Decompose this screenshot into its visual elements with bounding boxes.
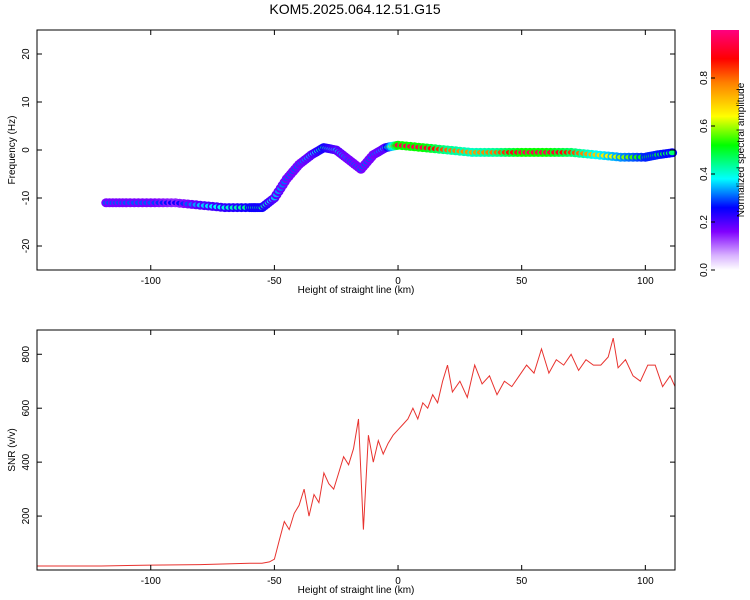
spectrogram-y-label: Frequency (Hz) [7,116,18,185]
colorbar-gradient [711,30,739,270]
y-tick-label: 10 [21,96,32,108]
ridge-point [668,150,676,156]
x-tick-label: 50 [516,576,528,587]
x-tick-label: -100 [141,276,161,287]
spectrogram-y-ticks: -20 -10 0 10 20 [21,48,675,253]
colorbar-tick-label: 0.6 [699,119,710,133]
spectrogram-x-label: Height of straight line (km) [298,285,415,296]
snr-y-ticks: 200 400 600 800 [21,345,675,524]
colorbar-tick-label: 0.2 [699,215,710,229]
colorbar: 0.0 0.2 0.4 0.6 0.8 Normalized spectral ampl… [699,30,747,277]
y-tick-label: 400 [21,453,32,470]
x-tick-label: 50 [516,276,528,287]
colorbar-tick-label: 0.0 [699,263,710,277]
x-tick-label: -50 [267,576,282,587]
colorbar-tick-label: 0.4 [699,167,710,181]
colorbar-label: Normalized spectral amplitude [736,82,747,217]
y-tick-label: 600 [21,399,32,416]
x-tick-label: -100 [141,576,161,587]
colorbar-tick-label: 0.8 [699,71,710,85]
x-tick-label: 0 [395,276,401,287]
y-tick-label: 800 [21,345,32,362]
y-tick-label: 0 [21,147,32,153]
spectrogram-marks [101,140,678,213]
colorbar-ticks: 0.0 0.2 0.4 0.6 0.8 [699,71,715,277]
y-tick-label: 200 [21,507,32,524]
y-tick-label: -10 [21,190,32,205]
spectrogram-x-ticks: -100 -50 0 50 100 [141,30,654,287]
x-tick-label: 0 [395,576,401,587]
x-tick-label: -50 [267,276,282,287]
snr-x-label: Height of straight line (km) [298,585,415,596]
x-tick-label: 100 [637,576,654,587]
figure-title: KOM5.2025.064.12.51.G15 [269,1,440,17]
snr-plot: -100 -50 0 50 100 200 400 600 800 Height of str… [7,329,676,596]
y-tick-label: -20 [21,238,32,253]
snr-series-line [37,337,676,567]
snr-x-ticks: -100 -50 0 50 100 [141,330,654,587]
snr-frame [36,329,676,571]
x-tick-label: 100 [637,276,654,287]
snr-y-label: SNR (v/v) [7,428,18,471]
y-tick-label: 20 [21,48,32,60]
